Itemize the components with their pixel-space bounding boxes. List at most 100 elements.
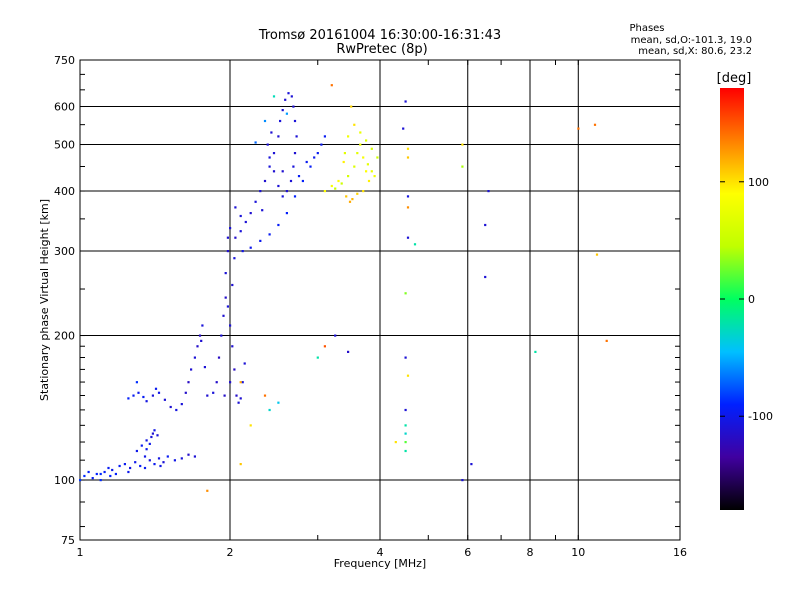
data-point [287,92,290,95]
data-point [243,362,246,365]
y-tick-label: 300 [54,245,75,258]
x-tick-label: 1 [77,546,84,559]
data-point [268,233,271,236]
y-tick-labels: 75 100 200 300 400 500 600 750 [54,54,75,547]
x-tick-label: 10 [571,546,585,559]
legend-line-x: mean, sd,X: 80.6, 23.2 [638,46,752,57]
data-point [206,489,209,492]
legend-line-o: mean, sd,O:-101.3, 19.0 [631,35,752,46]
data-point [340,182,343,185]
data-point [159,464,162,468]
data-point [198,334,202,337]
data-point [272,170,276,173]
chart-title: Tromsø 20161004 16:30:00-16:31:43 [258,28,501,43]
data-point [79,479,82,482]
data-point [156,434,159,437]
data-point [206,394,209,397]
data-point [366,163,369,166]
data-point [316,152,319,155]
data-point [279,119,282,123]
data-point [285,212,288,215]
y-tick-label: 100 [54,474,75,487]
x-tick-label: 8 [527,546,534,559]
data-point [406,147,410,150]
data-point [224,296,227,299]
data-point [157,391,161,394]
data-point [143,455,147,458]
data-point [127,397,130,400]
data-point [239,463,242,466]
data-point [362,156,365,159]
data-point [145,400,148,403]
data-point [595,253,599,256]
chart-subtitle: RwPretec (8p) [336,42,427,57]
data-point [353,165,356,168]
data-point [259,239,262,242]
data-point [95,472,98,476]
data-point [145,439,148,442]
data-point [222,314,225,317]
data-point [157,457,161,460]
data-point [330,184,333,188]
data-point [169,405,172,409]
data-point [406,156,410,159]
data-point [231,345,234,348]
data-point [277,223,280,227]
data-point [142,395,145,399]
x-tick-labels: 1 2 4 6 8 10 16 [77,546,688,559]
data-point [359,131,362,134]
data-point [461,165,464,168]
data-point [309,165,312,168]
data-point [270,131,273,134]
data-point [241,250,244,253]
colorbar-tick-label: 100 [748,176,769,189]
data-point [351,198,354,201]
colorbar-tick-label: 0 [748,293,755,306]
data-point [404,441,407,444]
data-point [404,424,407,427]
data-point [370,170,373,173]
data-point [249,424,252,427]
data-point [150,435,153,439]
plot-area [79,59,681,541]
data-point [293,152,297,155]
data-point [91,477,94,480]
data-point [226,236,229,239]
data-point [268,165,271,168]
data-point [99,472,102,476]
data-point [605,339,608,342]
grid-lines [80,60,680,540]
data-point [376,156,379,159]
data-point [487,190,490,193]
data-point [347,175,350,178]
data-point [316,356,319,359]
data-point [229,227,232,230]
data-point [394,441,397,444]
data-point [140,444,143,447]
data-point [292,165,295,168]
data-point [350,105,353,108]
data-point [151,394,154,397]
data-point [301,179,304,183]
data-point [320,143,323,146]
data-point [406,374,410,377]
data-point [406,195,410,198]
data-points [79,84,608,492]
data-point [226,250,229,253]
data-point [184,391,187,394]
data-point [234,236,237,239]
data-point [577,127,580,130]
data-point [404,408,407,412]
data-point [196,345,199,348]
data-point [268,156,271,159]
data-point [365,139,368,142]
data-point [239,230,242,233]
data-point [404,356,407,359]
data-point [193,356,196,359]
data-point [334,334,337,337]
data-point [223,394,226,397]
colorbar-tick-label: -100 [748,410,773,423]
data-point [239,397,242,400]
data-point [235,394,238,397]
data-point [114,472,117,476]
